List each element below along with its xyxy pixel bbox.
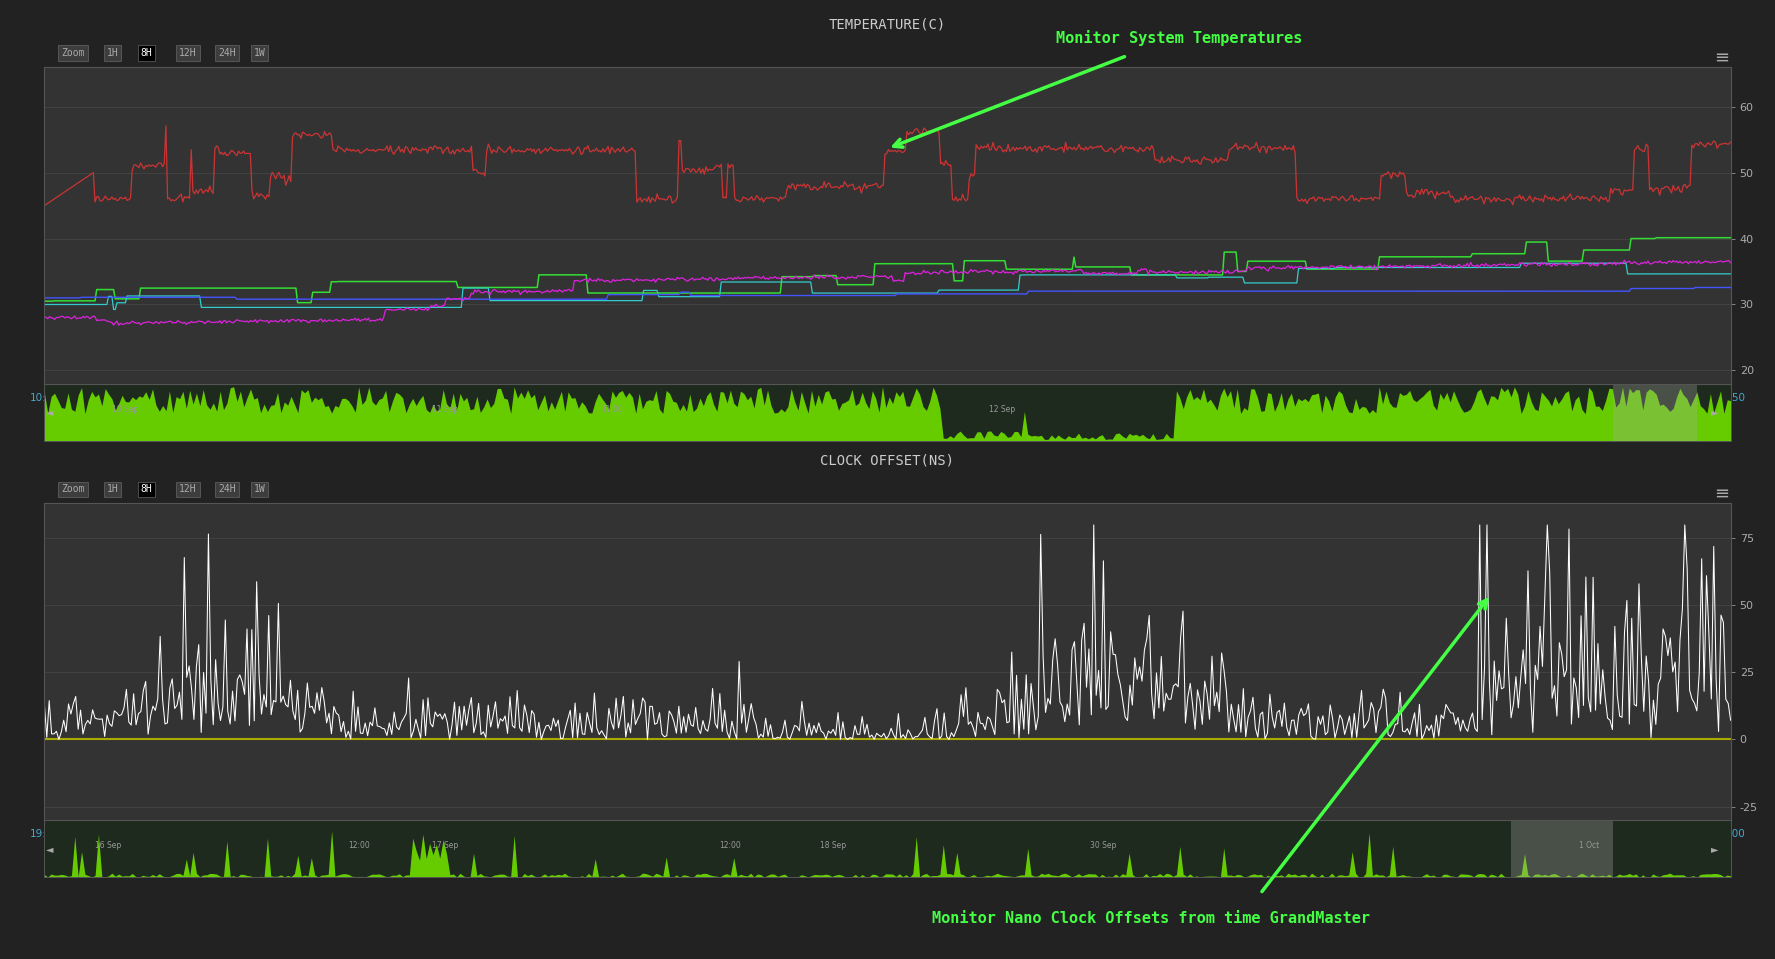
Text: ≡: ≡ xyxy=(1715,484,1729,503)
Text: 11:00: 11:00 xyxy=(600,405,623,414)
Bar xyxy=(1512,820,1612,877)
Text: ≡: ≡ xyxy=(1715,48,1729,66)
Text: 1W: 1W xyxy=(254,48,264,58)
Text: Monitor System Temperatures: Monitor System Temperatures xyxy=(1056,30,1303,46)
Text: 8H: 8H xyxy=(140,484,153,495)
Title: TEMPERATURE(C): TEMPERATURE(C) xyxy=(829,17,946,32)
Text: 10 Sep: 10 Sep xyxy=(112,405,138,414)
Text: 24H: 24H xyxy=(218,48,236,58)
Text: 8H: 8H xyxy=(140,48,153,58)
Text: 11 Sep: 11 Sep xyxy=(433,405,458,414)
Text: 1 Oct: 1 Oct xyxy=(1580,841,1599,851)
Text: Monitor Nano Clock Offsets from time GrandMaster: Monitor Nano Clock Offsets from time Gra… xyxy=(932,910,1370,925)
Text: 12:00: 12:00 xyxy=(348,841,369,851)
Text: 24H: 24H xyxy=(218,484,236,495)
Text: ◄: ◄ xyxy=(46,844,53,854)
Text: 12H: 12H xyxy=(179,48,197,58)
Text: ◄: ◄ xyxy=(46,408,53,417)
Text: 16 Sep: 16 Sep xyxy=(96,841,121,851)
Text: 30 Sep: 30 Sep xyxy=(1090,841,1116,851)
Text: Zoom: Zoom xyxy=(60,48,85,58)
Text: 17 Sep: 17 Sep xyxy=(433,841,458,851)
Text: ►: ► xyxy=(1711,844,1718,854)
Title: CLOCK OFFSET(NS): CLOCK OFFSET(NS) xyxy=(820,454,955,468)
Text: 12 Sep: 12 Sep xyxy=(989,405,1015,414)
Bar xyxy=(1613,384,1697,441)
Text: Zoom: Zoom xyxy=(60,484,85,495)
Text: 12:00: 12:00 xyxy=(719,841,740,851)
Text: 18 Sep: 18 Sep xyxy=(820,841,847,851)
Text: ►: ► xyxy=(1711,408,1718,417)
Text: 12H: 12H xyxy=(179,484,197,495)
Text: 1H: 1H xyxy=(106,48,119,58)
Text: 1H: 1H xyxy=(106,484,119,495)
Text: 1W: 1W xyxy=(254,484,264,495)
